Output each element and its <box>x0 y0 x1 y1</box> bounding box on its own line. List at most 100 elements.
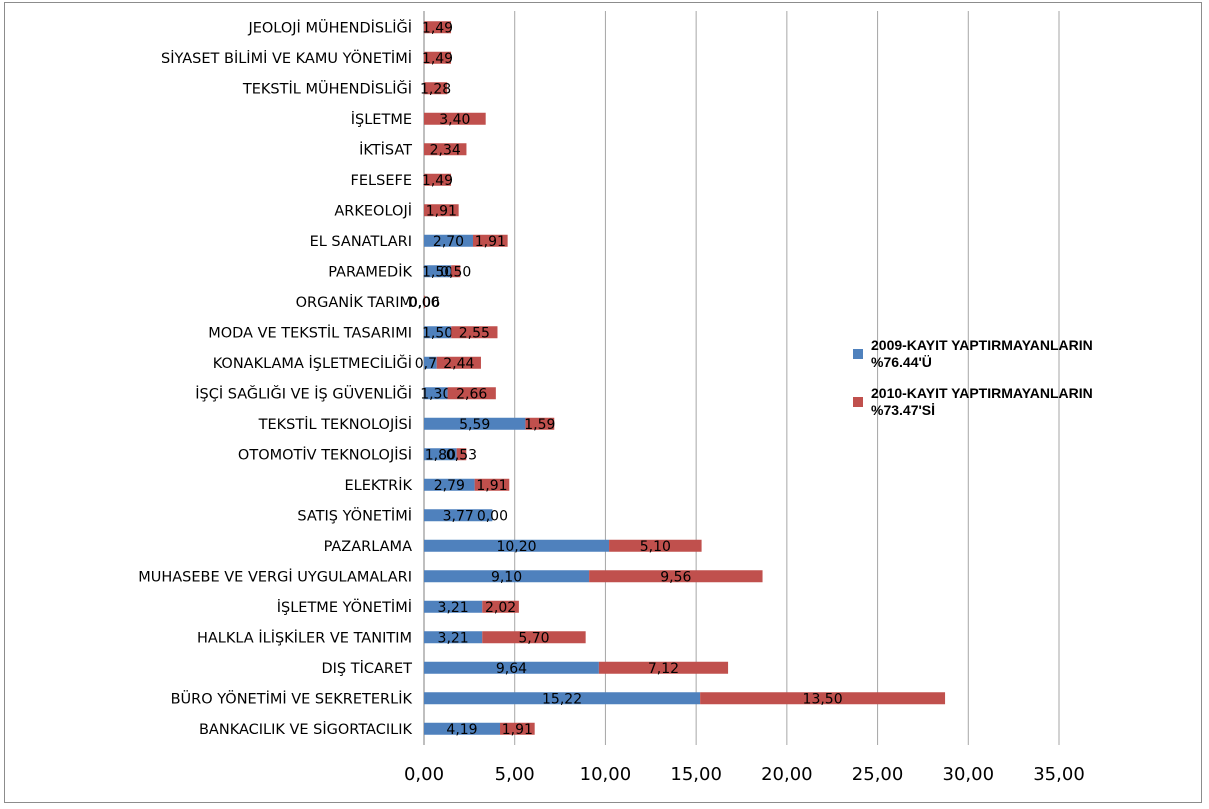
category-label: İŞLETME <box>351 110 412 128</box>
category-label: EL SANATLARI <box>310 234 412 250</box>
legend-label-2010-line2: %73.47'Sİ <box>871 402 936 418</box>
data-label-2010: 2,55 <box>459 325 490 341</box>
bar-2009 <box>424 356 437 369</box>
bar-2009 <box>424 478 475 491</box>
category-label: JEOLOJİ MÜHENDİSLİĞİ <box>247 18 412 36</box>
category-label: KONAKLAMA İŞLETMECİLİĞİ <box>213 354 412 372</box>
data-label-2010: 0,06 <box>409 295 440 311</box>
data-label-2010: 9,56 <box>660 569 691 585</box>
data-label-2009: 9,64 <box>496 661 527 677</box>
bar-2010 <box>436 356 481 369</box>
bar-2010 <box>456 448 467 461</box>
bar-2009 <box>424 570 590 583</box>
bar-2010 <box>472 234 508 247</box>
bar-2010 <box>424 82 448 95</box>
data-label-2010: 1,91 <box>502 722 533 738</box>
data-label-2010: 0,50 <box>440 264 471 280</box>
category-label: MODA VE TEKSTİL TASARIMI <box>208 323 412 341</box>
bar-2010 <box>447 387 496 400</box>
bar-2009 <box>424 661 599 674</box>
legend: 2009-KAYIT YAPTIRMAYANLARIN %76.44'Ü 201… <box>853 337 1183 433</box>
x-tick-label: 25,00 <box>852 764 904 785</box>
bar-2010 <box>424 21 452 34</box>
data-label-2010: 0,53 <box>446 447 477 463</box>
category-label: SATIŞ YÖNETİMİ <box>297 506 412 524</box>
data-label-2010: 7,12 <box>648 661 679 677</box>
bar-2009 <box>424 600 483 613</box>
category-label: İKTİSAT <box>359 140 412 158</box>
x-tick-label: 5,00 <box>495 764 535 785</box>
bar-2009 <box>424 722 501 735</box>
category-label: SİYASET BİLİMİ VE KAMU YÖNETİMİ <box>161 49 412 67</box>
legend-item-2010: 2010-KAYIT YAPTIRMAYANLARIN %73.47'Sİ <box>853 385 1183 419</box>
data-label-2010: 2,44 <box>443 356 474 372</box>
legend-item-2009: 2009-KAYIT YAPTIRMAYANLARIN %76.44'Ü <box>853 337 1183 371</box>
category-label: ORGANİK TARIM <box>296 293 412 311</box>
x-tick-label: 0,00 <box>404 764 444 785</box>
bar-2010 <box>589 570 763 583</box>
category-label: MUHASEBE VE VERGİ UYGULAMALARI <box>138 567 412 585</box>
bar-2010 <box>424 295 426 308</box>
x-tick-label: 30,00 <box>943 764 995 785</box>
data-label-2009: 15,22 <box>542 691 582 707</box>
bar-2010 <box>424 173 452 186</box>
legend-swatch-2009 <box>853 349 863 359</box>
bar-2009 <box>424 417 526 430</box>
legend-swatch-2010 <box>853 397 863 407</box>
data-label-2009: 2,79 <box>434 478 465 494</box>
category-label: İŞLETME YÖNETİMİ <box>277 598 412 616</box>
bar-2010 <box>424 112 486 125</box>
category-label: ARKEOLOJİ <box>334 201 412 219</box>
data-label-2009: 5,59 <box>459 417 490 433</box>
x-tick-label: 10,00 <box>580 764 632 785</box>
data-label-2010: 1,91 <box>426 203 457 219</box>
data-label-2010: 3,40 <box>439 112 470 128</box>
bar-2009 <box>424 234 473 247</box>
data-label-2010: 13,50 <box>803 691 843 707</box>
data-label-2009: 3,21 <box>438 600 469 616</box>
category-label: TEKSTİL TEKNOLOJİSİ <box>258 415 412 433</box>
bar-2009 <box>424 448 457 461</box>
bar-2009 <box>424 387 448 400</box>
bar-2009 <box>424 631 483 644</box>
category-label: PARAMEDİK <box>328 262 412 280</box>
legend-label-2010-line1: 2010-KAYIT YAPTIRMAYANLARIN <box>871 385 1093 401</box>
bar-2009 <box>424 265 452 278</box>
category-label: TEKSTİL MÜHENDİSLİĞİ <box>242 79 412 97</box>
data-label-2009: 1,50 <box>422 264 453 280</box>
data-label-2010: 5,70 <box>518 630 549 646</box>
bar-2010 <box>424 143 467 156</box>
category-label: FELSEFE <box>351 173 412 189</box>
data-label-2009: 3,77 <box>443 508 474 524</box>
legend-label-2009-line2: %76.44'Ü <box>871 354 932 370</box>
stacked-bar-chart: 0,00 5,00 10,00 15,00 20,00 25,00 30,00 35,00 JE… <box>138 11 1085 785</box>
bar-2010 <box>424 51 452 64</box>
chart-frame: 0,00 5,00 10,00 15,00 20,00 25,00 30,00 35,00 JE… <box>4 2 1202 803</box>
bar-2009 <box>424 539 610 552</box>
category-label: PAZARLAMA <box>324 539 413 555</box>
bar-2010 <box>451 265 461 278</box>
bar-2010 <box>700 692 946 705</box>
bar-2009 <box>424 326 452 339</box>
category-label: DIŞ TİCARET <box>321 659 412 677</box>
data-label-2010: 1,49 <box>422 51 453 67</box>
data-label-2009: 4,19 <box>446 722 477 738</box>
category-label: İŞÇİ SAĞLIĞI VE İŞ GÜVENLİĞİ <box>195 384 412 402</box>
x-tick-label: 15,00 <box>670 764 722 785</box>
data-label-2009: 3,21 <box>438 630 469 646</box>
legend-label-2009-line1: 2009-KAYIT YAPTIRMAYANLARIN <box>871 337 1093 353</box>
bar-2010 <box>482 600 519 613</box>
x-tick-label: 35,00 <box>1033 764 1085 785</box>
x-tick-label: 20,00 <box>761 764 813 785</box>
data-label-2010: 1,91 <box>475 234 506 250</box>
data-label-2009: 1,50 <box>422 325 453 341</box>
data-label-2010: 1,28 <box>420 81 451 97</box>
data-label-2010: 2,34 <box>430 142 461 158</box>
category-label: HALKLA İLİŞKİLER VE TANITIM <box>197 628 412 646</box>
data-label-2009: 1,30 <box>420 386 451 402</box>
category-label: ELEKTRİK <box>344 476 412 494</box>
bar-2010 <box>424 204 459 217</box>
bar-2010 <box>525 417 555 430</box>
bar-2010 <box>451 326 498 339</box>
data-label-2010: 1,49 <box>422 173 453 189</box>
